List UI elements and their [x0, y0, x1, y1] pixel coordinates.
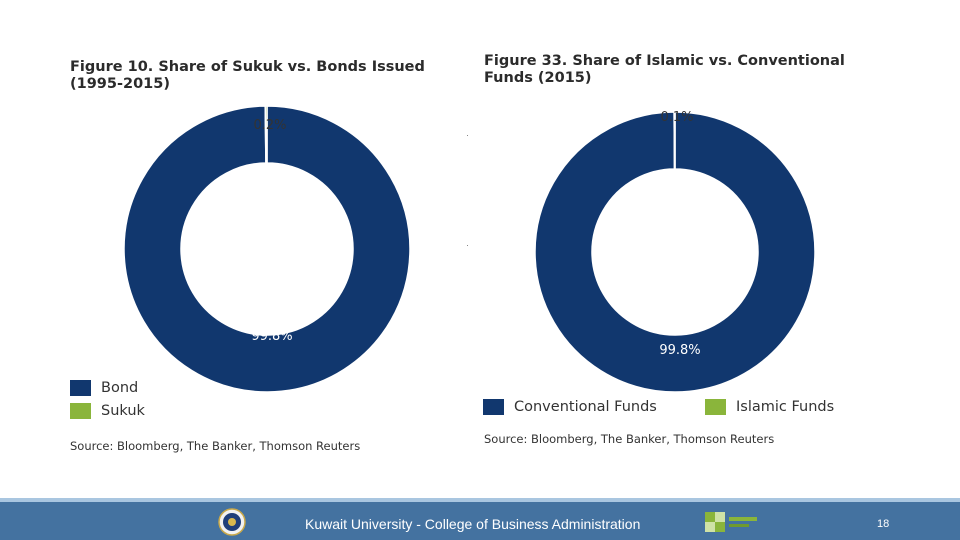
legend-label-conventional-funds: Conventional Funds	[514, 399, 657, 415]
university-seal-icon	[218, 508, 246, 536]
funds-chart-slice-islamic-funds	[673, 111, 676, 170]
legend-label-islamic-funds: Islamic Funds	[736, 399, 835, 415]
funds-chart-slice-conventional-funds	[534, 111, 816, 393]
funds-chart-label-conventional-funds: 99.8%	[659, 343, 700, 358]
bond-sukuk-donut-chart: 99.8% 0.2%	[123, 105, 411, 393]
figure-33-source: Source: Bloomberg, The Banker, Thomson R…	[484, 432, 775, 446]
page-number: 18	[877, 518, 890, 530]
funds-chart-label-islamic-funds: 0.1%	[660, 110, 693, 125]
legend-item-sukuk: Sukuk	[70, 403, 145, 419]
stray-dot	[467, 245, 468, 246]
legend-label-sukuk: Sukuk	[101, 403, 145, 419]
figure-10-title: Figure 10. Share of Sukuk vs. Bonds Issu…	[70, 59, 425, 92]
bond-chart-label-bond: 99.8%	[251, 329, 292, 344]
figure-33-title: Figure 33. Share of Islamic vs. Conventi…	[484, 53, 845, 86]
bond-chart-slice-sukuk	[264, 105, 268, 164]
legend-label-bond: Bond	[101, 380, 139, 396]
footer-bar: Kuwait University - College of Business …	[0, 498, 960, 540]
stray-dot	[467, 135, 468, 136]
figure-10-source: Source: Bloomberg, The Banker, Thomson R…	[70, 439, 361, 453]
footer-text: Kuwait University - College of Business …	[305, 516, 641, 532]
legend-item-islamic-funds: Islamic Funds	[705, 399, 834, 415]
legend-item-conventional-funds: Conventional Funds	[483, 399, 657, 415]
legend-swatch-conventional-funds	[483, 399, 504, 415]
bond-chart-label-sukuk: 0.2%	[253, 118, 286, 133]
islamic-conventional-funds-donut-chart: 99.8% 0.1%	[534, 110, 816, 393]
legend-item-bond: Bond	[70, 380, 138, 396]
bond-chart-slice-bond	[123, 105, 411, 393]
legend-swatch-islamic-funds	[705, 399, 726, 415]
legend-swatch-sukuk	[70, 403, 91, 419]
green-square-logo-icon	[705, 512, 757, 532]
legend-swatch-bond	[70, 380, 91, 396]
